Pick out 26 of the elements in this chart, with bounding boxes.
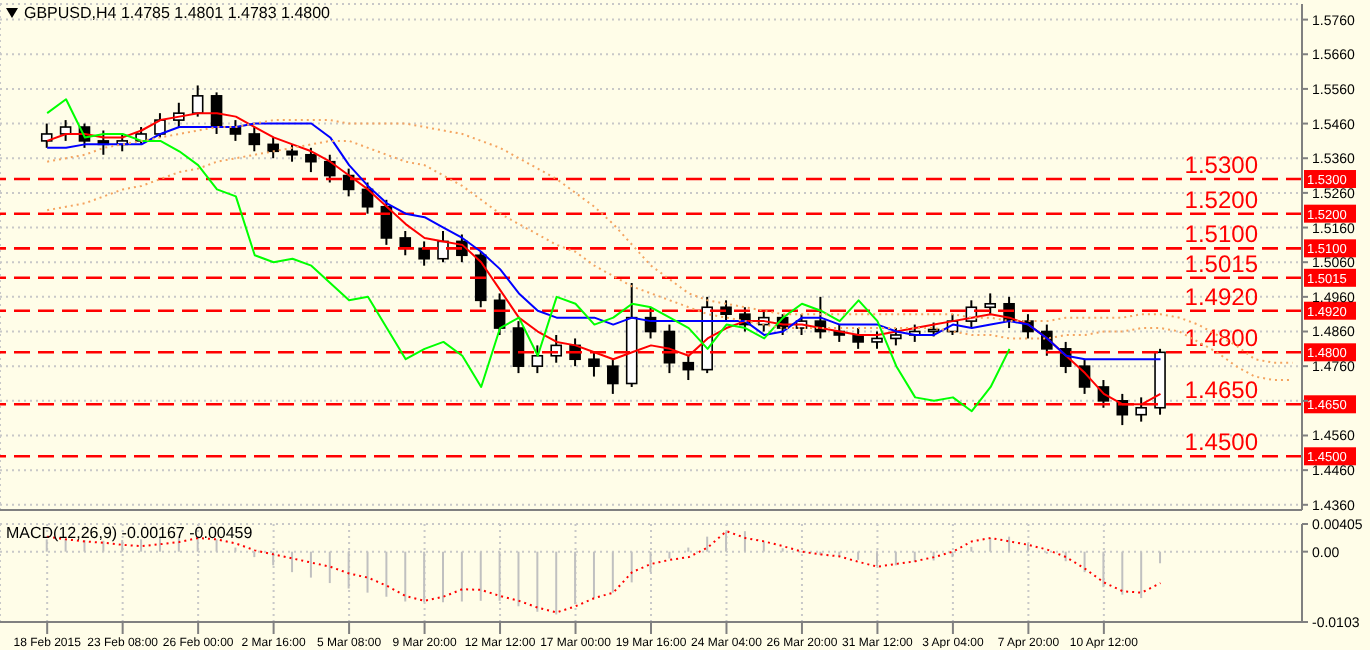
ref-line-label: 1.4500: [1184, 428, 1259, 457]
ref-line-label: 1.5200: [1184, 185, 1259, 214]
candlestick: [437, 230, 449, 264]
candlestick: [512, 320, 525, 375]
ref-line-label: 1.5300: [1184, 151, 1259, 180]
candlestick: [418, 240, 430, 267]
candlestick: [588, 351, 600, 378]
chart-title: MACD(12,26,9) -0.00167 -0.00459: [6, 524, 253, 542]
candlestick: [531, 344, 544, 375]
chart-title: GBPUSD,H4 1.4785 1.4801 1.4783 1.4800: [24, 4, 330, 22]
line-series: [46, 98, 1011, 413]
candlestick: [984, 292, 997, 316]
candlestick: [607, 358, 619, 395]
candlestick: [305, 146, 317, 174]
candlestick: [40, 122, 53, 149]
ref-line-label: 1.5015: [1184, 249, 1259, 278]
candlestick: [323, 153, 336, 184]
candlestick: [852, 327, 864, 350]
ref-line-label: 1.4650: [1184, 376, 1259, 405]
ref-line-label: 1.4920: [1184, 282, 1259, 311]
ref-line-label: 1.4800: [1184, 324, 1259, 353]
candlestick: [682, 354, 695, 382]
candlestick: [267, 136, 279, 160]
candlestick: [248, 126, 261, 153]
candlestick: [1135, 396, 1147, 423]
ref-line-label: 1.5100: [1184, 220, 1259, 249]
